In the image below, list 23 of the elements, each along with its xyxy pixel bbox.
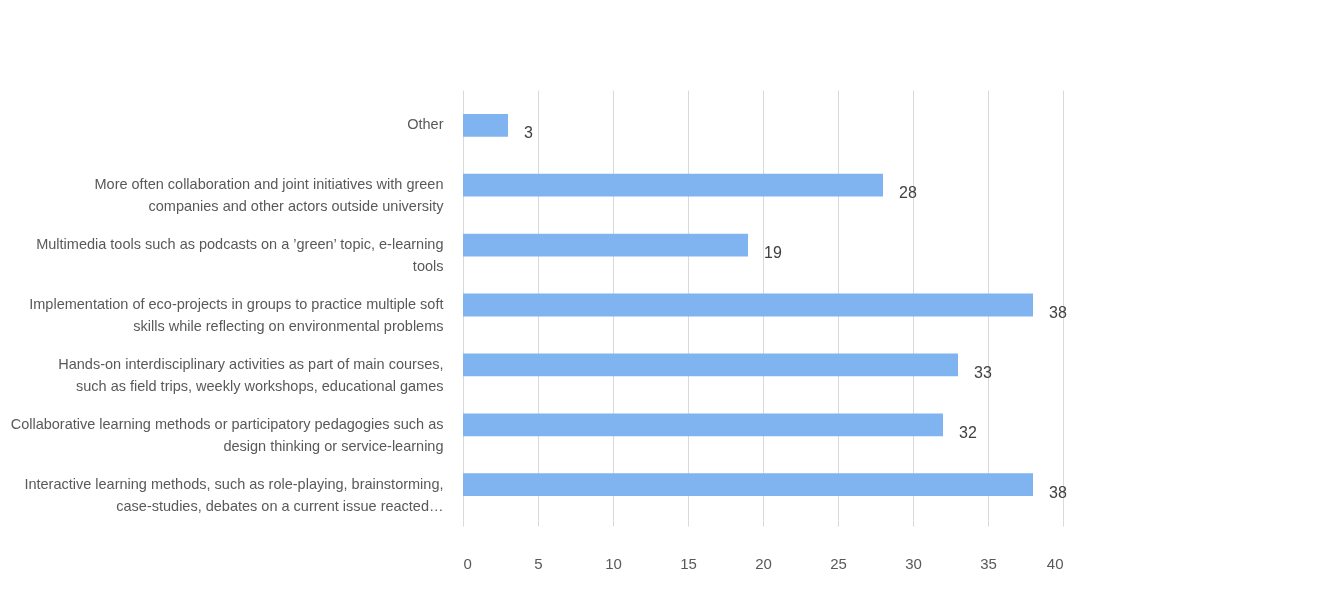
y-tick-label: Implementation of eco-projects in groups to practice multiple soft skills while reflecting on environmental problems [29,296,444,334]
y-tick-label: Other [407,116,444,133]
x-tick-label: 5 [534,554,543,572]
y-tick-label: More often collaboration and joint initiatives with green companies and other actors outside university [94,176,445,215]
x-tick-label: 10 [605,554,622,572]
x-tick-label: 20 [755,554,772,572]
data-label: 28 [899,184,917,202]
y-tick-label: Interactive learning methods, such as role-playing, brainstorming, case-studies, debates on a current issue reacted… [24,475,444,514]
x-tick-label: 0 [463,554,472,572]
data-label: 38 [1049,483,1067,501]
y-tick-label: Collaborative learning methods or participatory pedagogies such as design thinking or service-learning [10,415,444,454]
x-tick-label: 35 [980,554,997,572]
y-tick-label: Hands-on interdisciplinary activities as part of main courses, such as field trips, weekly workshops, educational games [58,355,444,394]
data-label: 33 [974,363,992,381]
x-tick-label: 15 [680,554,697,572]
x-tick-label: 25 [830,554,847,572]
data-label: 38 [1049,304,1067,321]
x-tick-label: 30 [905,554,922,572]
x-tick-label: 40 [1046,554,1064,572]
data-label: 19 [764,244,782,262]
data-label: 3 [524,124,533,142]
data-label: 32 [959,423,977,441]
y-tick-label: Multimedia tools such as podcasts on a ’green’ topic, e-learning tools [36,236,444,275]
